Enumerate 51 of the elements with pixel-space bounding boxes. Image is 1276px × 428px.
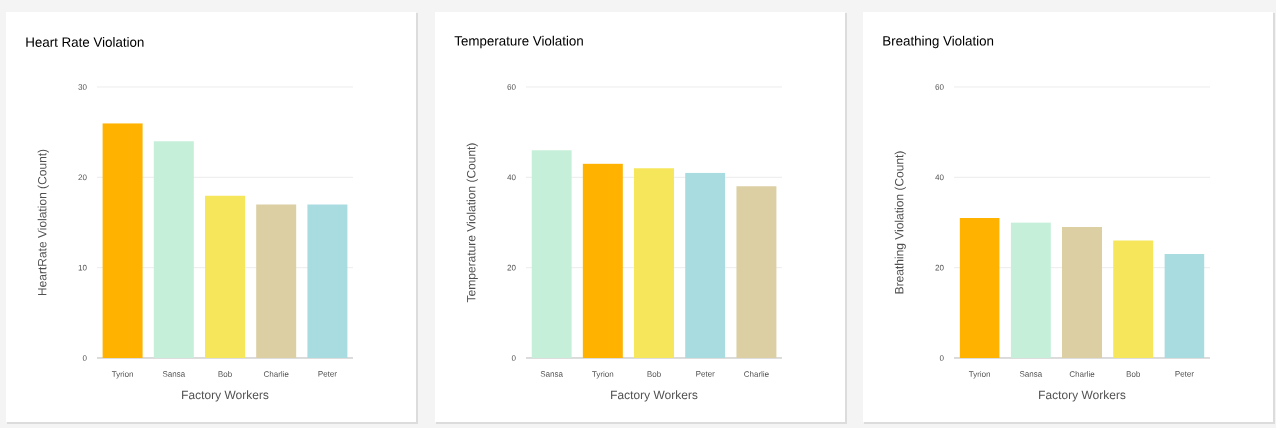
bar bbox=[531, 150, 572, 358]
x-tick-label: Bob bbox=[1126, 371, 1140, 377]
x-tick-label: Charlie bbox=[1069, 371, 1095, 377]
x-axis-title: Factory Workers bbox=[182, 390, 269, 402]
y-tick-label: 40 bbox=[507, 174, 516, 181]
x-tick-label: Charlie bbox=[744, 371, 769, 377]
chart-title: Breathing Violation bbox=[883, 35, 994, 49]
y-axis-title: Temperature Violation (Count) bbox=[466, 143, 478, 303]
bar bbox=[205, 195, 245, 358]
y-tick-label: 30 bbox=[78, 84, 87, 90]
bar bbox=[256, 204, 297, 358]
bar bbox=[959, 217, 1000, 358]
y-tick-label: 0 bbox=[939, 355, 944, 361]
bar bbox=[685, 172, 726, 358]
bar bbox=[1010, 222, 1051, 358]
x-tick-label: Peter bbox=[1175, 371, 1194, 377]
y-tick-label: 0 bbox=[82, 355, 87, 361]
bar bbox=[736, 186, 777, 358]
y-tick-label: 20 bbox=[935, 264, 944, 271]
x-axis-title: Factory Workers bbox=[611, 390, 698, 402]
bar bbox=[582, 163, 623, 358]
x-tick-label: Tyrion bbox=[592, 371, 614, 379]
bar bbox=[1062, 227, 1103, 358]
chart-title: Heart Rate Violation bbox=[26, 37, 144, 47]
y-tick-label: 40 bbox=[935, 174, 944, 181]
y-tick-label: 20 bbox=[507, 264, 516, 271]
y-tick-label: 20 bbox=[78, 174, 87, 181]
x-tick-label: Sansa bbox=[540, 371, 563, 377]
x-tick-label: Sansa bbox=[162, 371, 186, 377]
y-axis-title: HeartRate Violation (Count) bbox=[37, 149, 49, 296]
chart-title: Temperature Violation bbox=[454, 35, 583, 49]
y-axis-title: Breathing Violation (Count) bbox=[894, 151, 906, 294]
bar bbox=[1164, 254, 1205, 358]
x-tick-label: Bob bbox=[218, 371, 232, 377]
x-tick-label: Peter bbox=[318, 371, 337, 377]
y-tick-label: 60 bbox=[935, 84, 944, 90]
x-tick-label: Peter bbox=[696, 371, 715, 377]
x-tick-label: Bob bbox=[647, 371, 661, 377]
x-tick-label: Tyrion bbox=[111, 371, 133, 379]
x-tick-label: Charlie bbox=[263, 371, 289, 377]
bar bbox=[1113, 240, 1154, 358]
x-axis-title: Factory Workers bbox=[1039, 390, 1126, 402]
bar bbox=[307, 204, 348, 358]
bar bbox=[153, 141, 194, 358]
bar bbox=[102, 123, 143, 358]
x-tick-label: Tyrion bbox=[968, 371, 990, 379]
y-tick-label: 0 bbox=[511, 355, 516, 361]
y-tick-label: 10 bbox=[78, 264, 87, 271]
x-tick-label: Sansa bbox=[1019, 371, 1043, 377]
bar bbox=[634, 168, 675, 358]
y-tick-label: 60 bbox=[507, 84, 516, 90]
